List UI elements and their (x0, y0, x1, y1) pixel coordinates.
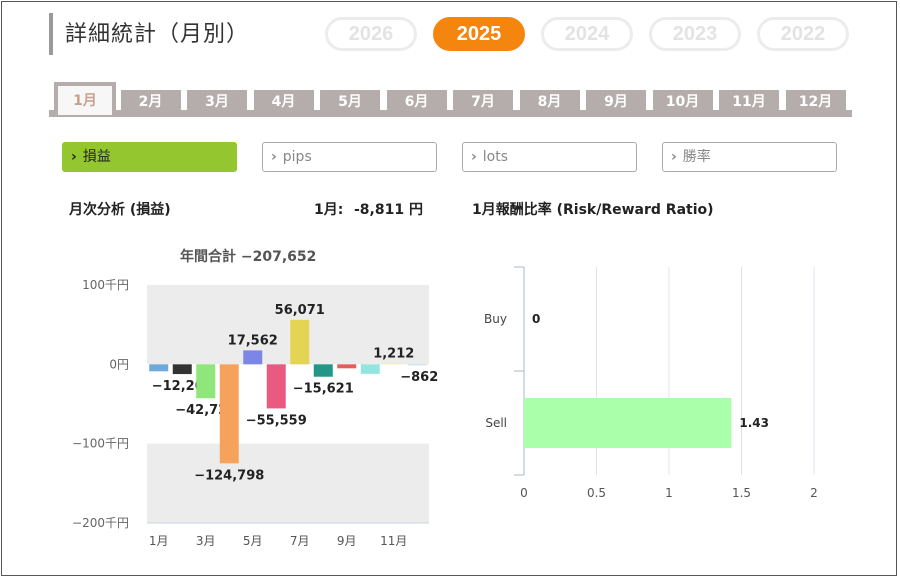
plot-band (147, 285, 429, 365)
bar-3月 (196, 364, 216, 399)
bar-data-label: 56,071 (275, 303, 325, 318)
y-tick-label: −200千円 (72, 516, 129, 530)
bar-data-label: 1.43 (739, 416, 769, 430)
bar-data-label: −124,798 (194, 468, 264, 483)
year-button-2024[interactable]: 2024 (541, 17, 633, 51)
tab-month-1[interactable]: 1月 (54, 82, 116, 115)
monthly-analysis-title: 月次分析 (損益) (69, 202, 171, 218)
tab-month-8[interactable]: 8月 (519, 90, 580, 114)
chevron-right-icon: › (71, 149, 77, 165)
tab-month-4[interactable]: 4月 (253, 90, 314, 114)
y-category-label: Buy (484, 312, 507, 326)
title-accent-bar (49, 13, 53, 55)
y-category-label: Sell (485, 416, 507, 430)
y-tick-label: 100千円 (82, 278, 129, 292)
bar-data-label: 1,212 (373, 346, 414, 361)
bar-data-label: 0 (532, 312, 540, 326)
y-tick-label: −100千円 (72, 437, 129, 451)
metric-label: 勝率 (682, 149, 711, 165)
tab-month-11[interactable]: 11月 (719, 90, 779, 114)
tab-month-12[interactable]: 12月 (785, 90, 846, 114)
month-value: -8,811 円 (354, 202, 423, 218)
x-tick-label: 1月 (149, 534, 169, 548)
monthly-pnl-chart: 100千円0円−100千円−200千円−12,261−42,721−124,79… (72, 278, 438, 548)
tab-month-5[interactable]: 5月 (320, 90, 380, 114)
bar-data-label: −15,621 (293, 382, 354, 397)
month-tabs: 1月 2月 3月 4月 5月 6月 7月 8月 9月 10月 11月 12月 (49, 82, 852, 118)
bar-data-label: 17,562 (228, 333, 278, 348)
bar-8月 (313, 364, 333, 377)
x-tick-label: 9月 (337, 534, 357, 548)
metric-button-lots[interactable]: › lots (462, 142, 637, 172)
x-tick-label: 2 (810, 486, 818, 500)
year-button-2025[interactable]: 2025 (433, 17, 525, 51)
metric-label: 損益 (82, 149, 111, 165)
tab-month-3[interactable]: 3月 (187, 90, 247, 114)
metric-label: lots (482, 149, 509, 165)
y-tick-label: 0円 (109, 357, 129, 371)
bar-9月 (337, 364, 357, 369)
tab-month-9[interactable]: 9月 (586, 90, 646, 114)
x-tick-label: 3月 (196, 534, 216, 548)
bar-12月 (407, 364, 427, 366)
tab-month-6[interactable]: 6月 (386, 90, 447, 114)
page-title: 詳細統計（月別） (65, 22, 250, 47)
tab-month-7[interactable]: 7月 (453, 90, 513, 114)
year-button-2026[interactable]: 2026 (325, 17, 417, 51)
chevron-right-icon: › (471, 149, 477, 165)
chevron-right-icon: › (271, 149, 277, 165)
tab-month-10[interactable]: 10月 (652, 90, 713, 114)
bar-7月 (290, 319, 310, 365)
year-button-2022[interactable]: 2022 (757, 17, 849, 51)
bar-2月 (172, 364, 192, 375)
annual-total-title: 年間合計 −207,652 (180, 249, 317, 265)
chevron-right-icon: › (671, 149, 677, 165)
x-tick-label: 1.5 (732, 486, 751, 500)
x-tick-label: 7月 (290, 534, 310, 548)
plot-band (147, 443, 429, 523)
x-tick-label: 0 (520, 486, 528, 500)
x-tick-label: 5月 (243, 534, 263, 548)
bar-10月 (360, 364, 380, 374)
month-value-label: 1月: (314, 202, 344, 218)
year-button-2023[interactable]: 2023 (649, 17, 741, 51)
tab-month-2[interactable]: 2月 (120, 90, 181, 114)
bar-6月 (266, 364, 286, 409)
bar-data-label: −55,559 (246, 413, 307, 428)
x-tick-label: 0.5 (587, 486, 606, 500)
metric-button-pips[interactable]: › pips (262, 142, 437, 172)
bar-5月 (243, 350, 263, 365)
metric-label: pips (282, 149, 312, 165)
bar-data-label: −862 (400, 370, 438, 385)
tab-base-strip (49, 110, 852, 117)
x-tick-label: 11月 (380, 534, 407, 548)
bar-sell (524, 398, 732, 448)
metric-button-win-rate[interactable]: › 勝率 (662, 142, 837, 172)
ratio-section-title: 1月報酬比率 (Risk/Reward Ratio) (472, 202, 714, 218)
metric-button-profit[interactable]: › 損益 (62, 142, 237, 172)
bar-1月 (149, 364, 169, 372)
x-tick-label: 1 (665, 486, 673, 500)
bar-4月 (219, 364, 239, 464)
bar-11月 (384, 363, 404, 365)
